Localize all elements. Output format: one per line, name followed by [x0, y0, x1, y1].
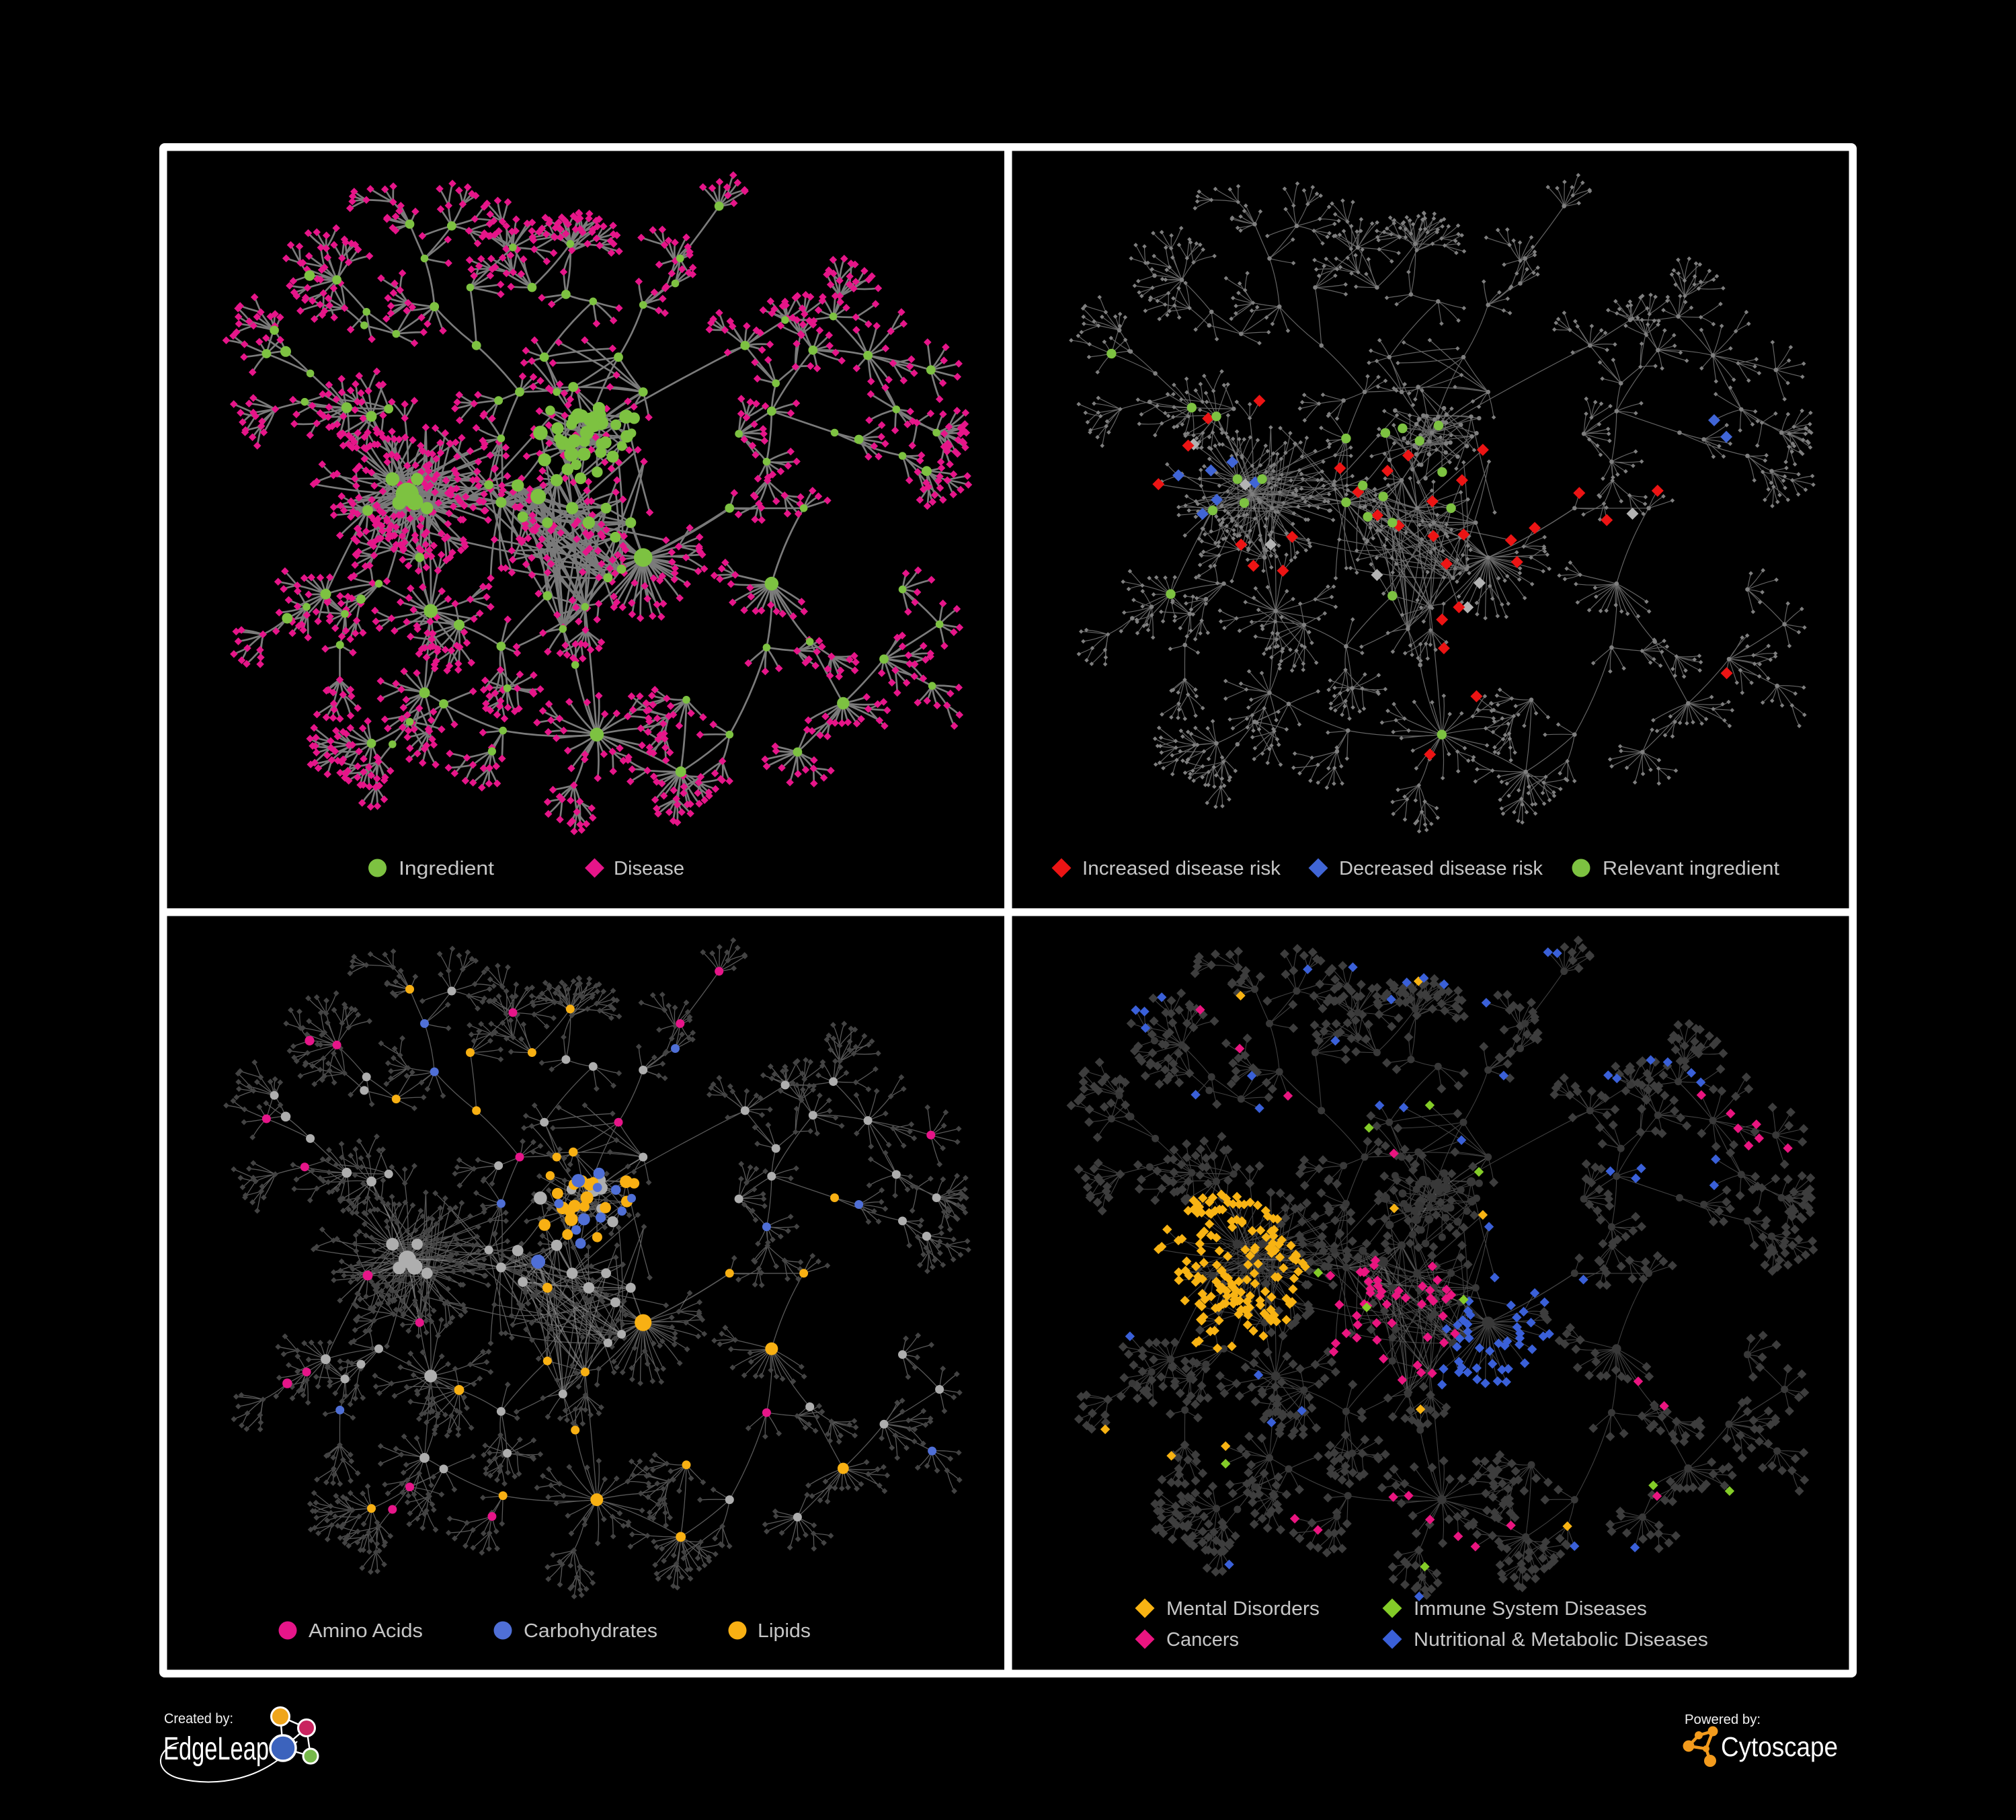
svg-text:Carbohydrates: Carbohydrates	[524, 1620, 657, 1642]
svg-text:Disease: Disease	[614, 858, 684, 879]
svg-text:Relevant ingredient: Relevant ingredient	[1603, 858, 1779, 879]
svg-text:Powered by:: Powered by:	[1685, 1712, 1761, 1727]
svg-text:Immune System Diseases: Immune System Diseases	[1414, 1598, 1647, 1620]
svg-text:Cytoscape: Cytoscape	[1721, 1731, 1838, 1762]
svg-text:Nutritional & Metabolic Diseas: Nutritional & Metabolic Diseases	[1414, 1629, 1708, 1651]
svg-text:Lipids: Lipids	[758, 1620, 811, 1642]
svg-text:Decreased disease risk: Decreased disease risk	[1339, 858, 1543, 879]
svg-text:Ingredient: Ingredient	[399, 858, 494, 879]
svg-text:EdgeLeap: EdgeLeap	[163, 1731, 269, 1767]
svg-text:Increased disease risk: Increased disease risk	[1082, 858, 1281, 879]
svg-text:Mental Disorders: Mental Disorders	[1166, 1598, 1320, 1620]
svg-text:Cancers: Cancers	[1166, 1629, 1239, 1651]
svg-text:Created by:: Created by:	[164, 1711, 233, 1727]
svg-text:Amino Acids: Amino Acids	[309, 1620, 423, 1642]
